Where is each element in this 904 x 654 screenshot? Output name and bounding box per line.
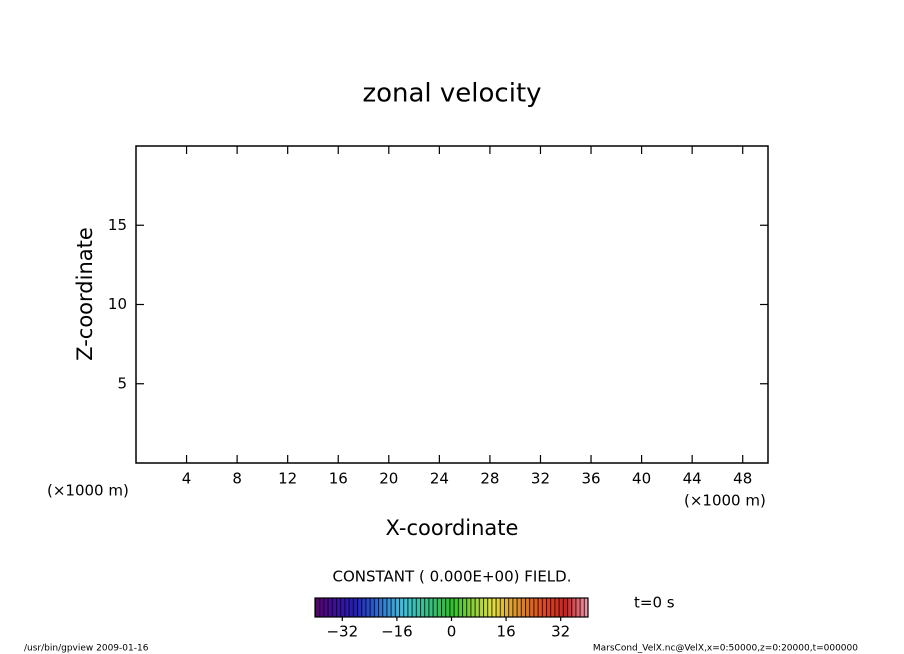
colorbar-tick-label: 0 <box>447 623 457 641</box>
x-tick-label: 12 <box>278 470 297 488</box>
y-tick-label: 15 <box>108 216 127 234</box>
x-tick-label: 20 <box>379 470 398 488</box>
x-unit-label: (×1000 m) <box>47 482 129 500</box>
y-tick-label: 10 <box>108 295 127 313</box>
x-tick-label: 8 <box>232 470 242 488</box>
y-axis-label: Z-coordinate <box>73 227 97 361</box>
colorbar-tick-label: 16 <box>497 623 516 641</box>
x-tick-label: 28 <box>480 470 499 488</box>
colorbar-tick-label: −32 <box>326 623 358 641</box>
x-tick-label: 32 <box>531 470 550 488</box>
x-axis-label: X-coordinate <box>386 516 519 540</box>
colorbar-frame <box>314 597 589 618</box>
footer-right: MarsCond_VelX.nc@VelX,x=0:50000,z=0:2000… <box>593 644 858 654</box>
x-tick-label: 4 <box>182 470 192 488</box>
x-tick-label: 16 <box>329 470 348 488</box>
plot-frame <box>135 145 769 464</box>
time-label: t=0 s <box>634 594 675 612</box>
y-tick-label: 5 <box>117 374 127 392</box>
chart-title: zonal velocity <box>362 79 541 109</box>
footer-left: /usr/bin/gpview 2009-01-16 <box>24 644 149 654</box>
x-tick-label: 40 <box>632 470 651 488</box>
x-tick-label: 24 <box>430 470 449 488</box>
x-tick-label: 44 <box>683 470 702 488</box>
x-unit-label: (×1000 m) <box>684 492 766 510</box>
x-tick-label: 48 <box>733 470 752 488</box>
x-tick-label: 36 <box>581 470 600 488</box>
colorbar-tick-label: 32 <box>551 623 570 641</box>
colorbar-tick-label: −16 <box>381 623 413 641</box>
field-note: CONSTANT ( 0.000E+00) FIELD. <box>333 568 572 586</box>
